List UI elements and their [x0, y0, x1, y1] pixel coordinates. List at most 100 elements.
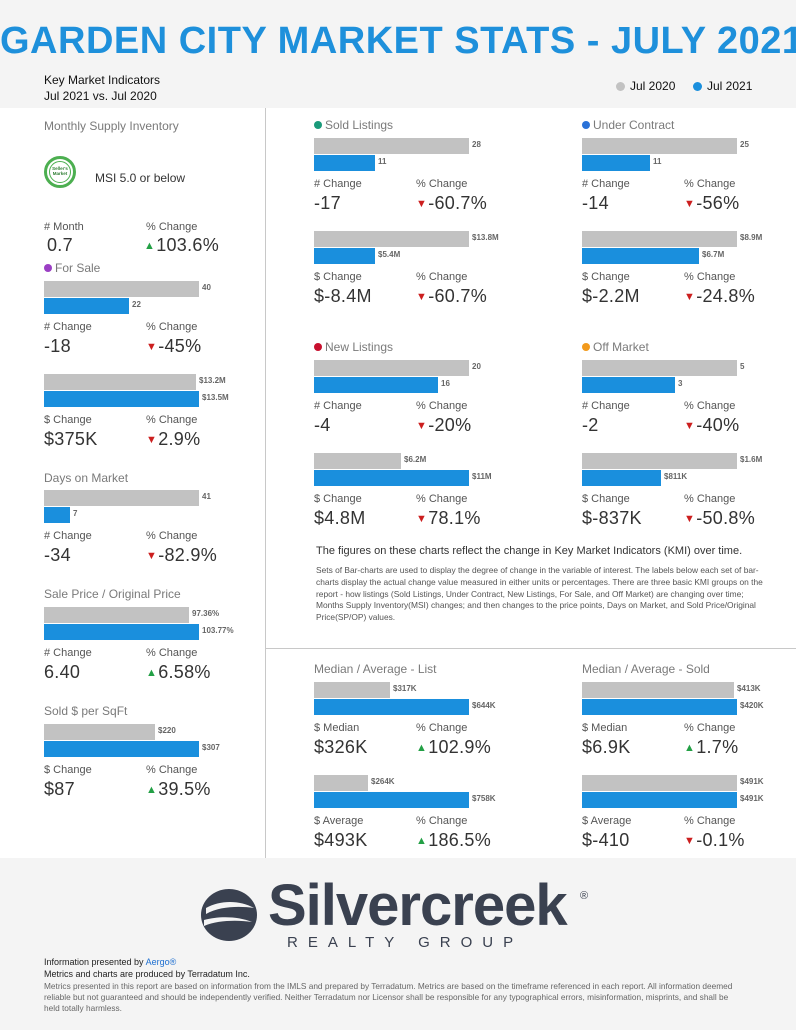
arrow-down-icon: ▼ [684, 513, 696, 525]
bar-value-prior: $491K [740, 777, 764, 786]
bar-value-current: 22 [132, 300, 141, 309]
stat-label: $ Median [314, 722, 360, 734]
bar-prior [44, 490, 199, 506]
stat-label: % Change [146, 647, 198, 659]
stat-label: $ Change [582, 493, 630, 505]
bar-value-prior: 5 [740, 362, 745, 371]
arrow-up-icon: ▲ [146, 667, 158, 679]
stat-label: $ Change [582, 271, 630, 283]
bar-value-prior: $13.8M [472, 233, 499, 242]
msi-note: MSI 5.0 or below [95, 171, 186, 185]
bar-current [314, 470, 469, 486]
arrow-down-icon: ▼ [146, 550, 158, 562]
stat-label: % Change [416, 400, 468, 412]
stat-value: 6.40 [44, 662, 81, 682]
section-title-text: For Sale [55, 261, 101, 275]
bar-value-current: $11M [472, 472, 492, 481]
stat-label: $ Median [582, 722, 628, 734]
bar-value-current: $491K [740, 794, 764, 803]
stat-label: % Change [684, 815, 736, 827]
bar-value-prior: $6.2M [404, 455, 427, 464]
section-title-text: Median / Average - List [314, 662, 437, 676]
stat-value: $-410 [582, 830, 630, 850]
section-title-text: Sold $ per SqFt [44, 704, 128, 718]
stat-value-text: 1.7% [696, 737, 739, 757]
section-title-text: Median / Average - Sold [582, 662, 710, 676]
stat-value: ▲1.7% [684, 737, 738, 758]
stat-value-text: -60.7% [428, 286, 488, 306]
bar-value-current: $307 [202, 743, 220, 752]
stat-value: -14 [582, 193, 609, 213]
silvercreek-logo-icon [201, 889, 257, 941]
bar-value-prior: 20 [472, 362, 481, 371]
bar-prior [44, 724, 155, 740]
logo-registered-mark: ® [580, 890, 589, 902]
stat-value-text: -45% [158, 336, 202, 356]
section-dot-icon [44, 264, 52, 272]
section-title-for_sale: For Sale [44, 261, 100, 275]
description-heading: The figures on these charts reflect the … [316, 545, 743, 557]
stat-value: ▼-56% [684, 193, 739, 214]
bar-value-prior: $264K [371, 777, 395, 786]
bar-value-current: $758K [472, 794, 496, 803]
bar-value-prior: $317K [393, 684, 417, 693]
stat-value: $6.9K [582, 737, 631, 757]
bar-prior [582, 682, 734, 698]
bar-prior [314, 138, 469, 154]
stat-label: % Change [146, 221, 198, 233]
stat-label: $ Change [314, 271, 362, 283]
bar-value-current: $811K [664, 472, 688, 481]
stat-value: -17 [314, 193, 341, 213]
arrow-up-icon: ▲ [144, 240, 156, 252]
section-title-text: Sold Listings [325, 118, 394, 132]
arrow-down-icon: ▼ [416, 291, 428, 303]
bar-prior [582, 231, 737, 247]
stat-label: # Month [44, 221, 84, 233]
stat-value: $375K [44, 429, 98, 449]
arrow-down-icon: ▼ [416, 513, 428, 525]
stat-value-text: 78.1% [428, 508, 481, 528]
footer-band [0, 858, 796, 1030]
stat-value: ▼-50.8% [684, 508, 755, 529]
stat-label: $ Change [314, 493, 362, 505]
legend-label-prior: Jul 2020 [630, 79, 676, 93]
bar-current [314, 377, 438, 393]
stat-label: % Change [416, 178, 468, 190]
section-title-text: Off Market [593, 340, 649, 354]
section-title-sold: Sold Listings [314, 118, 393, 132]
stat-value: ▼-60.7% [416, 286, 487, 307]
bar-value-prior: 28 [472, 140, 481, 149]
section-title-supply: Monthly Supply Inventory [44, 119, 179, 133]
bar-prior [582, 775, 737, 791]
stat-value-text: -60.7% [428, 193, 488, 213]
badge-text: Seller's Market [49, 161, 71, 183]
stat-value: ▲186.5% [416, 830, 491, 851]
bar-value-prior: $1.6M [740, 455, 763, 464]
bar-value-current: $13.5M [202, 393, 229, 402]
bar-prior [314, 775, 368, 791]
stat-value-text: -40% [696, 415, 740, 435]
bar-value-current: 11 [653, 157, 662, 166]
bar-current [44, 298, 129, 314]
stat-value: ▼2.9% [146, 429, 200, 450]
section-title-psf: Sold $ per SqFt [44, 704, 127, 718]
stat-value-text: -82.9% [158, 545, 218, 565]
section-title-soldpx: Median / Average - Sold [582, 662, 710, 676]
stat-value: $493K [314, 830, 368, 850]
stat-label: # Change [314, 400, 362, 412]
legend-prior: Jul 2020 [616, 79, 675, 93]
produced-by: Metrics and charts are produced by Terra… [44, 969, 250, 979]
bar-value-prior: 25 [740, 140, 749, 149]
stat-label: % Change [684, 722, 736, 734]
stat-value: $87 [44, 779, 75, 799]
arrow-down-icon: ▼ [684, 291, 696, 303]
aergo-link[interactable]: Aergo® [145, 957, 177, 967]
bar-prior [44, 607, 189, 623]
section-dot-icon [314, 121, 322, 129]
description-body: Sets of Bar-charts are used to display t… [316, 565, 763, 623]
section-title-sp_op: Sale Price / Original Price [44, 587, 181, 601]
arrow-up-icon: ▲ [146, 784, 158, 796]
stat-value-text: 6.58% [158, 662, 211, 682]
bar-value-current: $5.4M [378, 250, 401, 259]
stat-label: # Change [582, 400, 630, 412]
